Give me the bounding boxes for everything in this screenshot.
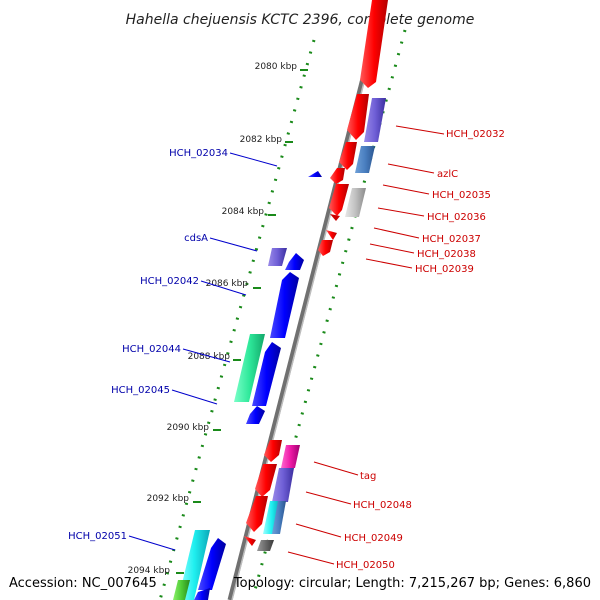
gene-label[interactable]: HCH_02051 xyxy=(68,531,127,542)
gene-arrow[interactable] xyxy=(246,406,265,424)
gene-arrow[interactable] xyxy=(268,248,287,266)
tick-label: 2092 kbp xyxy=(147,494,190,504)
gene-arrow[interactable] xyxy=(330,168,345,184)
reverse-track-dots xyxy=(158,39,316,600)
accession-text: Accession: NC_007645 xyxy=(9,576,157,591)
gene-label[interactable]: azlC xyxy=(437,169,458,180)
tick-group: 2080 kbp 2082 kbp 2084 kbp 2086 kbp 2088… xyxy=(128,62,308,576)
tick-label: 2086 kbp xyxy=(206,279,249,289)
gene-label[interactable]: HCH_02038 xyxy=(417,249,476,260)
forward-labels: HCH_02032 azlC HCH_02035 HCH_02036 HCH_0… xyxy=(287,125,505,571)
gene-arrow[interactable] xyxy=(194,588,210,600)
tick-label: 2090 kbp xyxy=(167,423,210,433)
gene-arrow[interactable] xyxy=(339,142,357,170)
gene-label[interactable]: HCH_02049 xyxy=(344,533,403,544)
gene-arrow[interactable] xyxy=(173,580,190,600)
gene-arrow[interactable] xyxy=(272,468,294,502)
reverse-genes xyxy=(173,171,322,600)
gene-arrow[interactable] xyxy=(355,146,375,173)
gene-label[interactable]: HCH_02035 xyxy=(432,190,491,201)
gene-label[interactable]: HCH_02048 xyxy=(353,500,412,511)
gene-arrow[interactable] xyxy=(285,253,304,270)
gene-arrow[interactable] xyxy=(308,171,322,177)
gene-label[interactable]: HCH_02042 xyxy=(140,276,199,287)
gene-arrow[interactable] xyxy=(252,342,281,406)
gene-label[interactable]: HCH_02034 xyxy=(169,148,228,159)
gene-label[interactable]: HCH_02050 xyxy=(336,560,395,571)
tick-label: 2084 kbp xyxy=(222,207,265,217)
gene-arrow[interactable] xyxy=(264,440,282,462)
gene-arrow[interactable] xyxy=(246,496,268,532)
gene-arrow[interactable] xyxy=(198,538,226,590)
gene-arrow[interactable] xyxy=(347,94,369,140)
tick-label: 2080 kbp xyxy=(255,62,298,72)
gene-arrow[interactable] xyxy=(326,230,337,240)
forward-genes xyxy=(244,0,388,551)
gene-arrow[interactable] xyxy=(360,0,388,88)
gene-label[interactable]: HCH_02037 xyxy=(422,234,481,245)
gene-arrow[interactable] xyxy=(263,501,280,534)
gene-arrow[interactable] xyxy=(255,464,277,497)
gene-arrow[interactable] xyxy=(345,188,366,217)
gene-arrow[interactable] xyxy=(244,536,256,546)
map-title: Hahella chejuensis KCTC 2396, complete g… xyxy=(126,12,475,28)
gene-arrow[interactable] xyxy=(329,184,349,216)
gene-label[interactable]: tag xyxy=(360,471,376,482)
gene-label[interactable]: HCH_02036 xyxy=(427,212,486,223)
genome-summary-text: Topology: circular; Length: 7,215,267 bp… xyxy=(233,576,591,591)
gene-label[interactable]: HCH_02044 xyxy=(122,344,181,355)
tick-label: 2082 kbp xyxy=(240,135,283,145)
gene-label[interactable]: HCH_02045 xyxy=(111,385,170,396)
tick-label: 2094 kbp xyxy=(128,566,171,576)
gene-label[interactable]: HCH_02032 xyxy=(446,129,505,140)
gene-arrow[interactable] xyxy=(257,540,274,551)
gene-arrow[interactable] xyxy=(364,98,386,142)
reverse-labels: HCH_02034 cdsA HCH_02042 HCH_02044 HCH_0… xyxy=(68,148,278,551)
gene-arrow[interactable] xyxy=(330,214,340,221)
tick-label: 2088 kbp xyxy=(188,352,231,362)
gene-arrow[interactable] xyxy=(318,240,333,256)
gene-arrow[interactable] xyxy=(281,445,300,468)
gene-label[interactable]: cdsA xyxy=(184,233,208,244)
gene-arrow[interactable] xyxy=(234,334,265,402)
gene-label[interactable]: HCH_02039 xyxy=(415,264,474,275)
gene-arrow[interactable] xyxy=(272,501,286,534)
gene-arrow[interactable] xyxy=(270,272,299,338)
